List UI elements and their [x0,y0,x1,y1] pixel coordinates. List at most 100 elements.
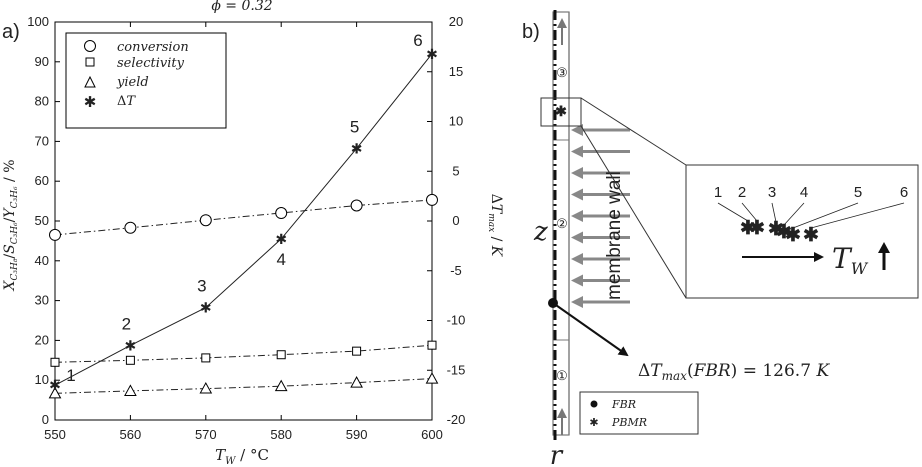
inset-asterisk: ✱ [776,221,792,243]
inflow-arrow [571,253,630,265]
data-point [425,372,439,384]
inflow-arrow [571,296,630,308]
y2-axis-label: ΔTmax / K [486,194,504,258]
x-tick-label: 600 [421,427,443,442]
inflow-arrow [571,167,630,179]
svg-text:✱: ✱ [589,416,598,429]
legend-label-yield: yield [116,75,149,90]
data-point [48,386,62,399]
inset-label: 3 [768,184,776,201]
inset-asterisk: ✱ [785,224,801,246]
y-tick-label: 100 [27,14,49,29]
chart-title: ϕ = 0.32 [211,0,272,14]
fbr-callout-arrow [552,302,629,357]
y-tick-label: 60 [35,173,49,188]
y-tick-label: 80 [35,94,49,109]
inflow-arrow [571,274,630,287]
svg-text:✱: ✱ [84,93,97,111]
data-point [350,376,363,388]
axis-ticks: 550 560 570 580 590 6000102030405060708090100… [27,14,465,442]
chart-series: ✱ ✱ ✱ ✱ ✱ ✱ [48,47,439,399]
data-point [352,346,362,356]
data-point: ✱ [49,378,61,394]
data-point [199,382,213,394]
series-line [54,199,433,236]
point-label-5: 5 [350,117,359,136]
point-label-3: 3 [197,277,206,296]
inset-asterisk: ✱ [740,217,756,239]
zoom-asterisks: ✱ [555,104,567,120]
y-tick-label: 10 [35,372,49,387]
y-axis-label: XC₃H₈/SC₃H₆/YC₃H₆ / % [2,159,20,291]
inset-label: 5 [854,184,862,201]
membrane-inflow-arrows [571,124,630,308]
inset-asterisk: ✱ [803,224,819,246]
zoom-box [540,97,582,127]
inset-tw-arrow: TW [742,242,890,278]
x-tick-label: 580 [270,427,292,442]
legend-label-fbr: FBR [611,398,636,411]
data-point [124,221,137,234]
inset-point-1: ✱1 [714,184,756,239]
y-tick-label: 70 [35,133,49,148]
inset-label: 6 [900,184,908,201]
y2-tick-label: -20 [447,412,466,427]
flow-arrow-bottom [557,408,567,435]
inset-point-6: ✱6 [803,184,908,246]
legend-label-pbmr: PBMR [611,416,647,429]
inset-point-5: ✱5 [785,184,862,246]
legend-label-conversion: conversion [117,40,189,55]
inflow-arrow [571,145,630,158]
data-point: ✱ [125,338,137,354]
y2-tick-label: -15 [447,362,466,377]
legend: conversion selectivity yield ✱ ΔT [65,32,227,129]
inset-marks: ✱1✱2✱3✱4✱5✱6 [714,184,908,246]
series-selectivity [50,340,437,367]
y2-tick-label: 5 [452,163,459,178]
inset-label: 1 [714,184,722,201]
data-point [201,353,211,363]
data-point: ✱ [275,232,287,248]
x-tick-label: 560 [120,427,142,442]
data-point [49,228,61,241]
inset-panel: ✱1✱2✱3✱4✱5✱6 TW [685,164,919,299]
data-point [124,384,137,396]
y-tick-label: 30 [35,293,49,308]
data-point [274,379,288,392]
point-label-1: 1 [66,366,75,385]
series-line [54,344,433,363]
zone-label-3: ③ [556,66,568,81]
inflow-arrow [571,124,630,136]
series-line [54,378,433,394]
data-point [199,214,212,227]
inset-point-2: ✱2 [738,184,765,239]
inset-point-3: ✱3 [768,184,784,240]
data-point: ✱ [351,141,363,157]
inset-point-4: ✱4 [776,184,808,243]
y-tick-label: 50 [35,213,49,228]
y-tick-label: 40 [35,253,49,268]
r-axis-letter: r [550,441,564,467]
x-tick-label: 590 [346,427,368,442]
zoom-connector-bottom [580,125,687,299]
series-yield [48,372,439,399]
inset-asterisk: ✱ [768,218,784,240]
data-point [427,340,437,350]
data-point: ✱ [200,301,212,317]
data-point [276,350,286,360]
legend-label-deltat: ΔT [117,94,136,109]
zoom-connector-top [580,97,687,166]
inflow-arrow [571,210,630,222]
zone-label-1: ① [556,369,568,384]
inflow-arrow [571,231,630,244]
panel-b-letter: b) [522,21,540,43]
legend-item-selectivity: selectivity [85,56,185,71]
panel-a-letter: a) [2,21,20,43]
inset-label: 2 [738,184,746,201]
data-point: ✱ [426,47,438,63]
inflow-arrow [571,188,630,201]
y-tick-label: 0 [42,412,49,427]
z-axis-letter: z [533,217,548,247]
point-label-6: 6 [413,31,422,50]
